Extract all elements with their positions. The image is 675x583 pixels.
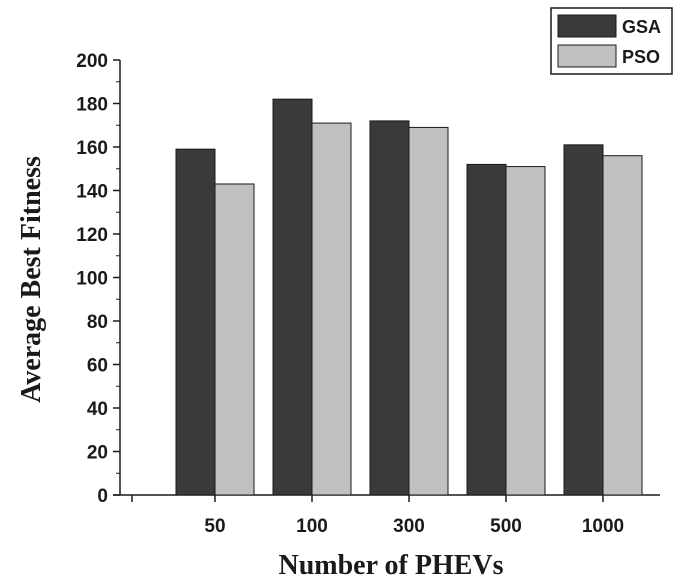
y-tick-label: 0: [97, 486, 108, 507]
legend-swatch-gsa: [557, 14, 617, 38]
x-tick-label: 50: [204, 516, 225, 537]
x-tick-label: 300: [393, 516, 425, 537]
legend: GSA PSO: [550, 7, 673, 75]
y-axis: 0 20 40 60 80 100 120 140 160 180 200: [76, 51, 121, 507]
y-tick-label: 120: [76, 225, 108, 246]
bar-gsa-500: [466, 163, 507, 496]
x-axis-title: Number of PHEVs: [278, 550, 503, 581]
legend-label-pso: PSO: [622, 47, 660, 67]
bar-pso-500: [505, 166, 546, 496]
y-tick-label: 80: [87, 312, 108, 333]
y-tick-label: 160: [76, 138, 108, 159]
y-tick-label: 200: [76, 51, 108, 72]
x-axis: 50 100 300 500 1000: [113, 494, 660, 537]
bar-gsa-1000: [563, 144, 604, 496]
bar-gsa-50: [175, 148, 216, 496]
bar-pso-100: [311, 122, 352, 496]
y-tick-label: 140: [76, 182, 108, 203]
bar-pso-50: [214, 183, 255, 496]
y-tick-label: 20: [87, 443, 108, 464]
bar-pso-300: [408, 126, 449, 496]
bar-gsa-100: [272, 98, 313, 496]
x-tick-label: 1000: [582, 516, 624, 537]
y-tick-label: 60: [87, 356, 108, 377]
bar-gsa-300: [369, 120, 410, 496]
y-tick-label: 40: [87, 399, 108, 420]
y-tick-label: 100: [76, 269, 108, 290]
y-axis-title: Average Best Fitness: [16, 156, 47, 403]
legend-swatch-pso: [557, 44, 617, 68]
y-tick-label: 180: [76, 95, 108, 116]
legend-label-gsa: GSA: [622, 17, 661, 37]
x-tick-label: 100: [296, 516, 328, 537]
x-tick-label: 500: [490, 516, 522, 537]
bars: [175, 98, 643, 496]
bar-pso-1000: [602, 155, 643, 496]
